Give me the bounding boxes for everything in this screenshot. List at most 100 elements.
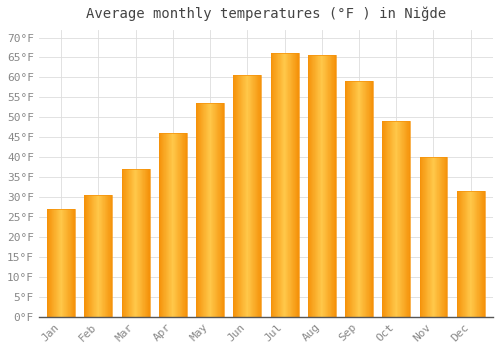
Bar [260, 76, 262, 317]
Bar [465, 191, 466, 317]
Bar [127, 169, 128, 317]
Bar [297, 54, 298, 317]
Bar [166, 133, 168, 317]
Bar [334, 56, 335, 317]
Bar [171, 133, 172, 317]
Bar [49, 209, 50, 317]
Bar [270, 54, 298, 317]
Bar [464, 191, 465, 317]
Bar [405, 121, 406, 317]
Bar [185, 133, 186, 317]
Bar [393, 121, 394, 317]
Bar [70, 209, 71, 317]
Bar [165, 133, 166, 317]
Bar [308, 56, 309, 317]
Bar [53, 209, 54, 317]
Bar [476, 191, 477, 317]
Bar [206, 103, 208, 317]
Bar [86, 195, 87, 317]
Bar [71, 209, 72, 317]
Bar [420, 157, 421, 317]
Bar [129, 169, 130, 317]
Bar [382, 121, 383, 317]
Bar [389, 121, 390, 317]
Bar [173, 133, 174, 317]
Bar [144, 169, 145, 317]
Bar [133, 169, 134, 317]
Bar [362, 82, 363, 317]
Bar [400, 121, 402, 317]
Bar [332, 56, 333, 317]
Bar [270, 54, 271, 317]
Bar [159, 133, 187, 317]
Bar [367, 82, 368, 317]
Bar [257, 76, 258, 317]
Bar [475, 191, 476, 317]
Bar [178, 133, 179, 317]
Bar [181, 133, 182, 317]
Bar [407, 121, 408, 317]
Bar [398, 121, 399, 317]
Bar [174, 133, 175, 317]
Bar [358, 82, 359, 317]
Bar [210, 103, 211, 317]
Bar [159, 133, 160, 317]
Bar [106, 195, 107, 317]
Bar [368, 82, 369, 317]
Bar [434, 157, 435, 317]
Bar [439, 157, 440, 317]
Bar [333, 56, 334, 317]
Bar [290, 54, 291, 317]
Bar [101, 195, 102, 317]
Bar [483, 191, 484, 317]
Bar [271, 54, 272, 317]
Bar [141, 169, 142, 317]
Bar [186, 133, 187, 317]
Bar [315, 56, 316, 317]
Bar [370, 82, 372, 317]
Bar [61, 209, 62, 317]
Bar [122, 169, 150, 317]
Bar [47, 209, 48, 317]
Bar [283, 54, 284, 317]
Bar [353, 82, 354, 317]
Bar [55, 209, 56, 317]
Bar [149, 169, 150, 317]
Bar [317, 56, 318, 317]
Bar [291, 54, 292, 317]
Bar [57, 209, 58, 317]
Bar [130, 169, 131, 317]
Bar [361, 82, 362, 317]
Bar [425, 157, 426, 317]
Bar [197, 103, 198, 317]
Bar [217, 103, 218, 317]
Bar [66, 209, 68, 317]
Bar [310, 56, 311, 317]
Bar [276, 54, 278, 317]
Bar [396, 121, 397, 317]
Bar [287, 54, 288, 317]
Bar [90, 195, 91, 317]
Bar [69, 209, 70, 317]
Bar [282, 54, 283, 317]
Bar [272, 54, 273, 317]
Bar [104, 195, 105, 317]
Bar [472, 191, 473, 317]
Bar [478, 191, 479, 317]
Bar [170, 133, 171, 317]
Bar [466, 191, 467, 317]
Bar [247, 76, 248, 317]
Bar [330, 56, 332, 317]
Bar [335, 56, 336, 317]
Bar [319, 56, 320, 317]
Bar [243, 76, 244, 317]
Bar [251, 76, 252, 317]
Bar [196, 103, 197, 317]
Bar [163, 133, 164, 317]
Bar [63, 209, 64, 317]
Bar [354, 82, 355, 317]
Bar [103, 195, 104, 317]
Bar [102, 195, 103, 317]
Bar [326, 56, 327, 317]
Bar [274, 54, 275, 317]
